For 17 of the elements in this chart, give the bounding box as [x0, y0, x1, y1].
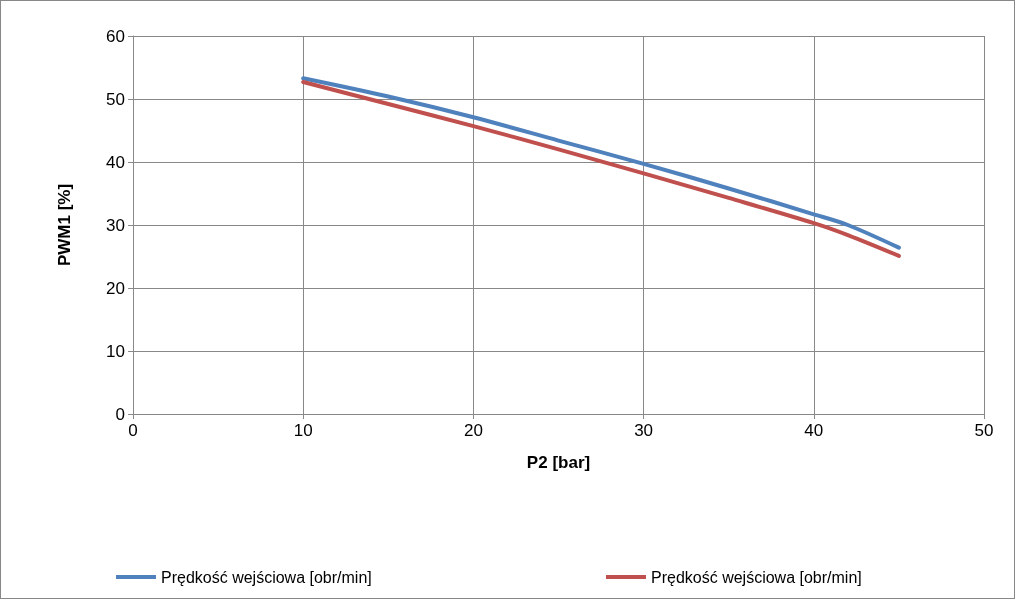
y-tick-label: 60: [106, 26, 125, 46]
x-tick-label: 0: [128, 421, 138, 440]
x-tick-label: 50: [974, 421, 994, 440]
y-tick-label: 40: [106, 152, 125, 172]
y-tick-label: 10: [106, 341, 125, 361]
legend-label: Prędkość wejściowa [obr/min]: [161, 568, 372, 586]
x-tick-label: 40: [804, 421, 824, 440]
y-tick-label: 30: [106, 215, 125, 235]
y-tick-label: 50: [106, 89, 125, 109]
legend-label: Prędkość wejściowa [obr/min]: [651, 568, 862, 586]
y-tick-label: 0: [115, 404, 125, 424]
x-tick-label: 10: [293, 421, 313, 440]
y-tick-label: 20: [106, 278, 125, 298]
x-axis-title: P2 [bar]: [526, 453, 591, 472]
x-tick-label: 20: [463, 421, 483, 440]
x-tick-label: 30: [634, 421, 654, 440]
y-axis-title: PWM1 [%]: [55, 183, 74, 267]
